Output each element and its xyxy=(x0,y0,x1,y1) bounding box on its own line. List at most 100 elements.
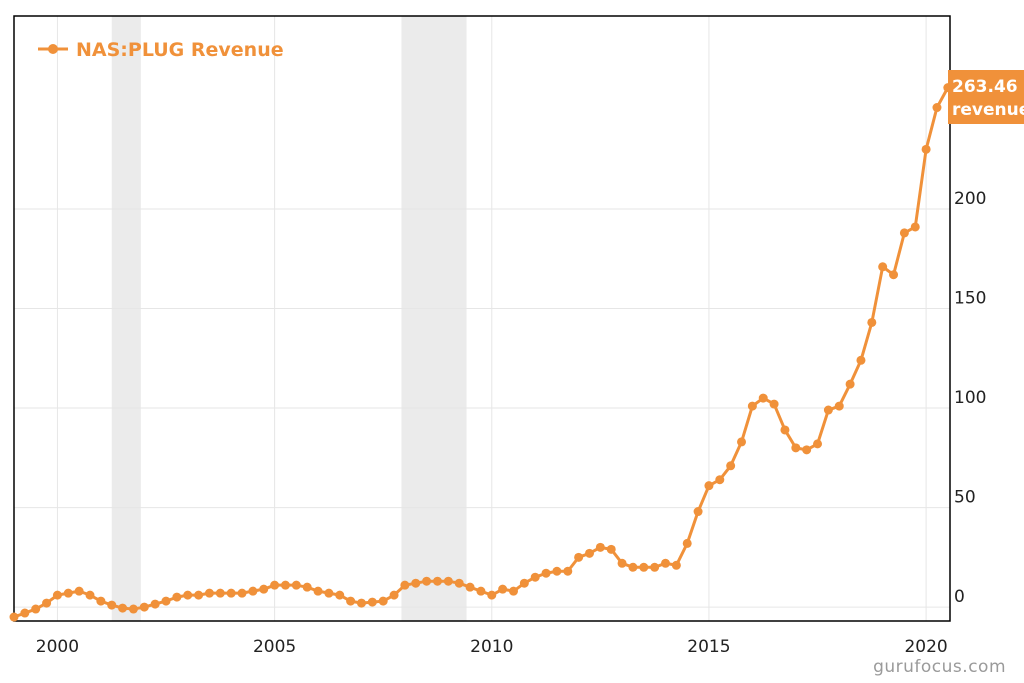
data-point-4 xyxy=(52,590,62,600)
x-tick-label-2000: 2000 xyxy=(36,637,79,657)
data-point-32 xyxy=(356,598,366,608)
data-point-39 xyxy=(432,576,442,586)
data-point-79 xyxy=(867,317,877,327)
data-point-54 xyxy=(595,542,605,552)
data-point-69 xyxy=(758,393,768,403)
data-point-15 xyxy=(172,592,182,602)
data-point-17 xyxy=(194,590,204,600)
data-point-35 xyxy=(389,590,399,600)
data-point-2 xyxy=(31,604,41,614)
series-line xyxy=(13,86,950,619)
data-point-76 xyxy=(834,401,844,411)
data-point-56 xyxy=(617,558,627,568)
data-point-30 xyxy=(335,590,345,600)
data-point-48 xyxy=(530,572,540,582)
data-point-53 xyxy=(584,548,594,558)
data-point-22 xyxy=(248,586,258,596)
legend: NAS:PLUG Revenue xyxy=(38,39,284,61)
x-tick-label-2005: 2005 xyxy=(253,637,296,657)
data-point-23 xyxy=(259,584,269,594)
data-point-38 xyxy=(422,576,432,586)
data-point-13 xyxy=(150,599,160,609)
last-value-label: revenue xyxy=(952,100,1024,120)
data-point-72 xyxy=(791,443,801,453)
data-point-3 xyxy=(42,598,52,608)
y-tick-label-200: 200 xyxy=(954,189,986,209)
data-point-44 xyxy=(487,590,497,600)
data-point-46 xyxy=(508,586,518,596)
data-point-25 xyxy=(280,580,290,590)
data-point-24 xyxy=(270,580,280,590)
data-point-31 xyxy=(346,596,356,606)
last-value-callout: 263.46 revenue xyxy=(948,70,1024,124)
x-tick-label-2015: 2015 xyxy=(687,637,730,657)
recession-band-1 xyxy=(401,16,467,621)
data-point-26 xyxy=(291,580,301,590)
data-point-75 xyxy=(823,405,833,415)
data-point-34 xyxy=(378,596,388,606)
data-point-78 xyxy=(856,355,866,365)
data-point-62 xyxy=(682,538,692,548)
data-point-64 xyxy=(704,481,714,491)
data-point-0 xyxy=(9,612,19,622)
data-point-80 xyxy=(878,262,888,272)
plot-border xyxy=(13,15,951,622)
data-point-50 xyxy=(552,566,562,576)
x-axis-ticks: 2000 2005 2010 2015 2020 xyxy=(36,637,948,657)
data-point-77 xyxy=(845,379,855,389)
data-point-19 xyxy=(215,588,225,598)
data-point-85 xyxy=(932,103,942,113)
watermark: gurufocus.com xyxy=(873,657,1006,677)
data-point-29 xyxy=(324,588,334,598)
data-point-40 xyxy=(443,576,453,586)
data-point-67 xyxy=(737,437,747,447)
last-value-box xyxy=(948,70,1024,124)
data-point-11 xyxy=(128,604,138,614)
series-revenue xyxy=(9,83,953,622)
data-point-61 xyxy=(671,560,681,570)
legend-marker-dot xyxy=(48,44,58,54)
data-point-71 xyxy=(780,425,790,435)
recession-band-0 xyxy=(111,16,141,621)
data-point-36 xyxy=(400,580,410,590)
data-point-9 xyxy=(107,600,117,610)
data-point-42 xyxy=(465,582,475,592)
data-point-63 xyxy=(693,507,703,517)
data-point-68 xyxy=(747,401,757,411)
data-point-6 xyxy=(74,586,84,596)
data-point-55 xyxy=(606,544,616,554)
data-point-7 xyxy=(85,590,95,600)
data-point-65 xyxy=(715,475,725,485)
last-value-number: 263.46 xyxy=(952,77,1018,97)
data-point-33 xyxy=(367,597,377,607)
data-point-28 xyxy=(313,586,323,596)
data-point-47 xyxy=(519,578,529,588)
data-point-18 xyxy=(204,588,214,598)
legend-label: NAS:PLUG Revenue xyxy=(76,39,284,61)
data-point-8 xyxy=(96,596,106,606)
data-point-58 xyxy=(639,562,649,572)
data-point-27 xyxy=(302,582,312,592)
data-point-82 xyxy=(899,228,909,238)
data-point-5 xyxy=(63,588,73,598)
data-point-74 xyxy=(813,439,823,449)
y-axis-ticks: 0 50 100 150 200 xyxy=(954,189,986,607)
data-point-14 xyxy=(161,596,171,606)
data-point-12 xyxy=(139,602,149,612)
data-point-49 xyxy=(541,568,551,578)
data-point-73 xyxy=(802,445,812,455)
data-point-52 xyxy=(574,552,584,562)
x-tick-label-2020: 2020 xyxy=(904,637,947,657)
data-point-84 xyxy=(921,144,931,154)
data-point-60 xyxy=(661,558,671,568)
data-point-81 xyxy=(889,270,899,280)
y-tick-label-150: 150 xyxy=(954,289,986,309)
data-point-83 xyxy=(910,222,920,232)
data-point-41 xyxy=(454,578,464,588)
data-point-20 xyxy=(226,588,236,598)
x-tick-label-2010: 2010 xyxy=(470,637,513,657)
data-point-57 xyxy=(628,562,638,572)
recession-bands xyxy=(111,16,467,621)
gridlines xyxy=(14,16,950,621)
